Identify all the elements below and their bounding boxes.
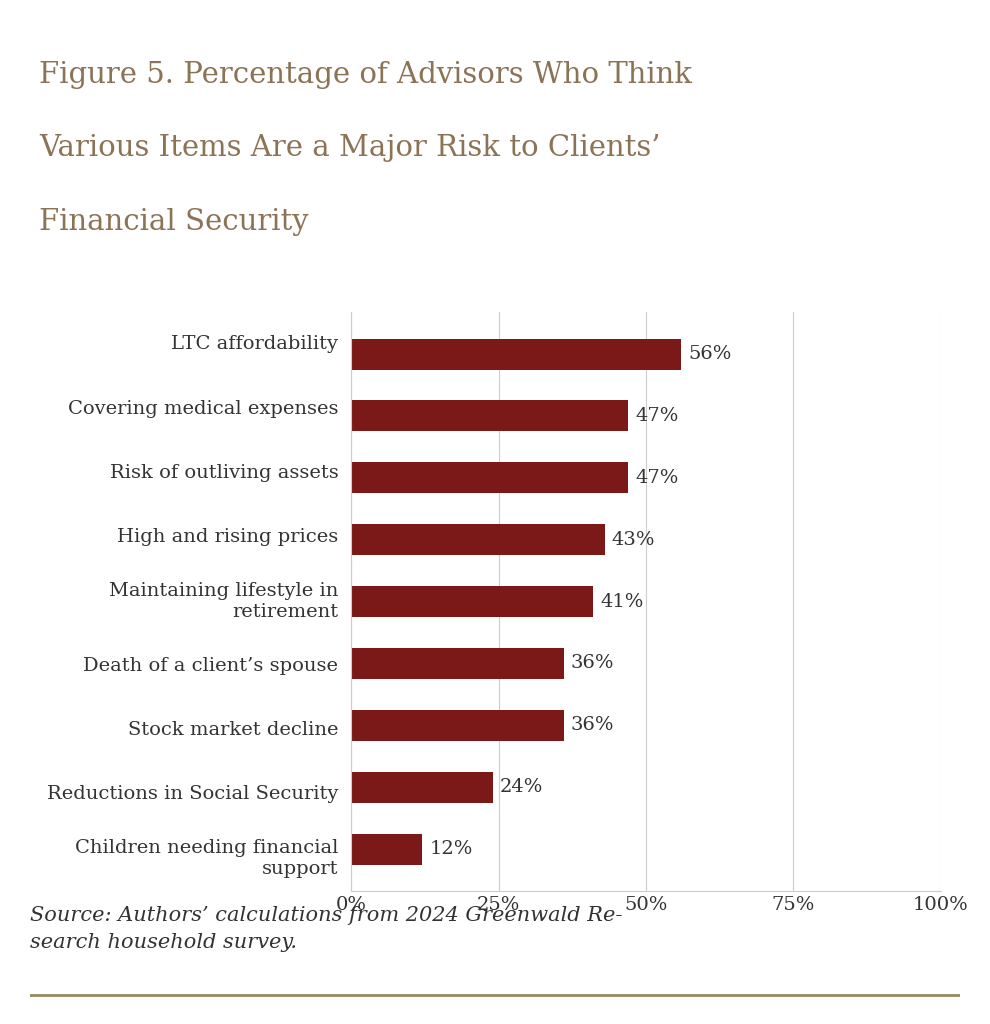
Bar <box>351 586 593 617</box>
Bar <box>351 339 681 370</box>
Text: High and rising prices: High and rising prices <box>117 528 339 547</box>
Text: 36%: 36% <box>570 654 614 673</box>
Text: Source: Authors’ calculations from 2024 Greenwald Re-
search household survey.: Source: Authors’ calculations from 2024 … <box>30 906 622 951</box>
Text: 41%: 41% <box>600 593 644 610</box>
Text: 24%: 24% <box>500 778 544 797</box>
Bar <box>351 710 563 740</box>
Text: 56%: 56% <box>688 345 732 364</box>
Text: 43%: 43% <box>612 530 655 549</box>
Bar <box>351 400 629 431</box>
Text: 12%: 12% <box>430 840 472 858</box>
Text: Financial Security: Financial Security <box>39 208 309 237</box>
Text: Figure 5. Percentage of Advisors Who Think: Figure 5. Percentage of Advisors Who Thi… <box>39 60 692 89</box>
Text: Reductions in Social Security: Reductions in Social Security <box>47 785 339 804</box>
Bar <box>351 463 629 494</box>
Text: Stock market decline: Stock market decline <box>128 721 339 739</box>
Text: Maintaining lifestyle in
retirement: Maintaining lifestyle in retirement <box>109 583 339 621</box>
Text: Various Items Are a Major Risk to Clients’: Various Items Are a Major Risk to Client… <box>39 134 660 163</box>
Bar <box>351 524 605 555</box>
Text: 47%: 47% <box>636 469 679 486</box>
Text: 36%: 36% <box>570 717 614 734</box>
Text: Risk of outliving assets: Risk of outliving assets <box>110 464 339 482</box>
Text: Death of a client’s spouse: Death of a client’s spouse <box>83 656 339 675</box>
Text: Covering medical expenses: Covering medical expenses <box>68 399 339 418</box>
Bar <box>351 648 563 679</box>
Bar <box>351 834 422 864</box>
Text: LTC affordability: LTC affordability <box>171 336 339 353</box>
Text: 47%: 47% <box>636 407 679 425</box>
Text: Children needing financial
support: Children needing financial support <box>75 840 339 879</box>
Bar <box>351 772 493 803</box>
